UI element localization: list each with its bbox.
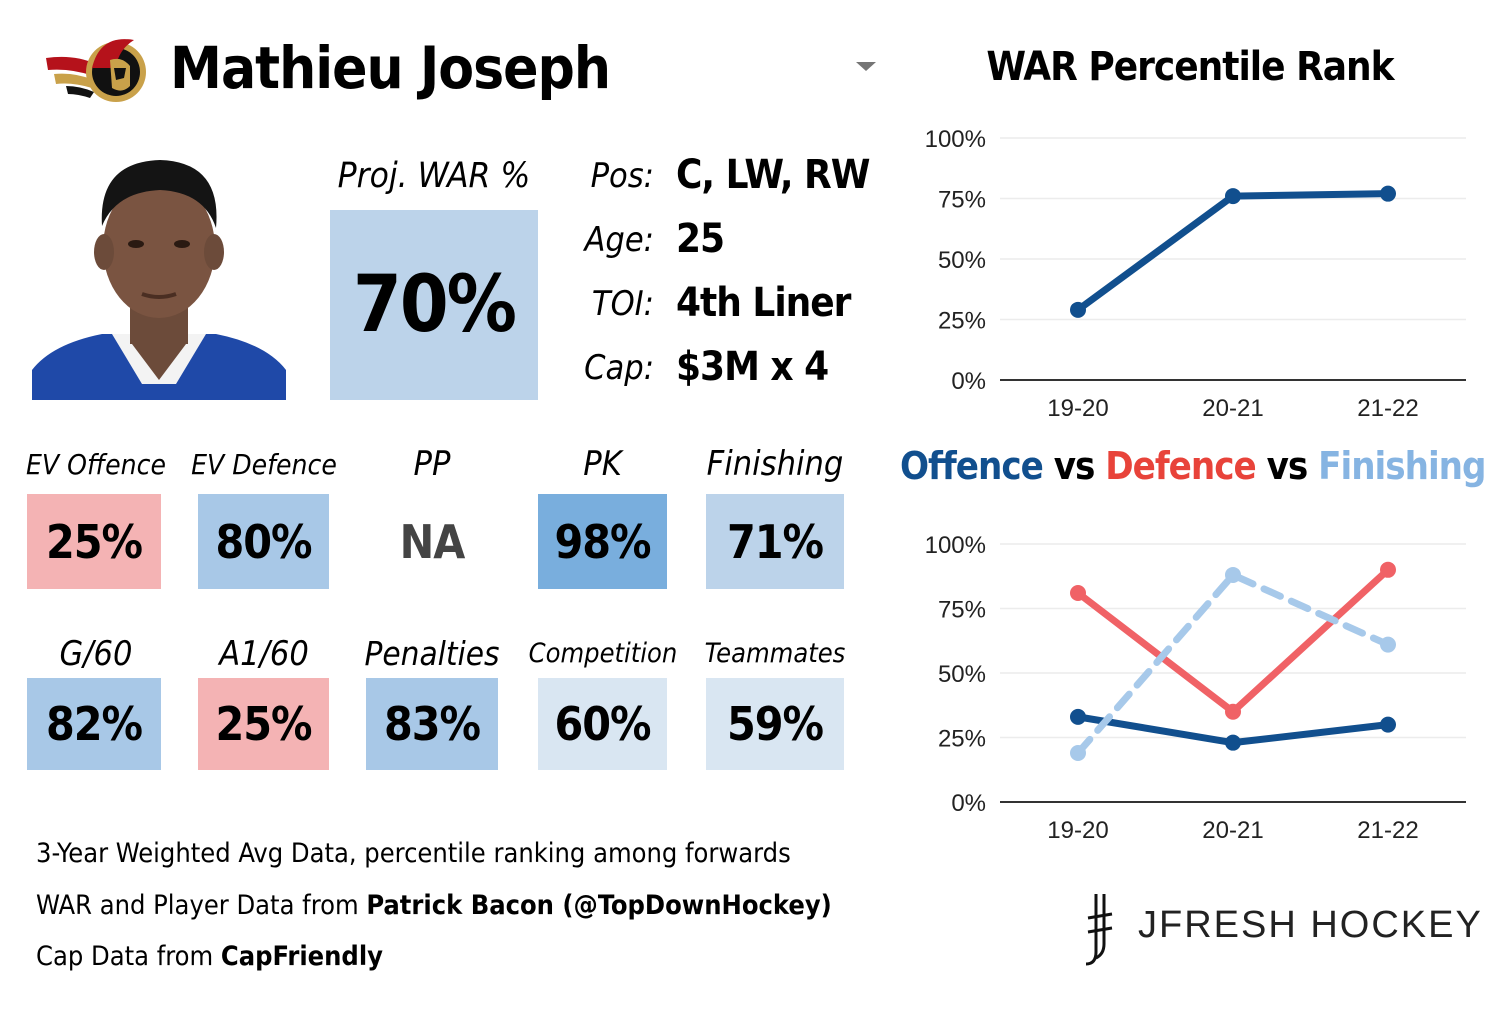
data-point: [1070, 744, 1086, 761]
title-offence: Offence: [900, 444, 1044, 488]
stat-value-a160: 25%: [198, 678, 329, 770]
footer-war-source: WAR and Player Data from Patrick Bacon (…: [36, 890, 832, 921]
player-name: Mathieu Joseph: [170, 34, 611, 102]
title-defence: Defence: [1105, 444, 1256, 488]
cap-value: $3M x 4: [676, 344, 829, 390]
team-logo-icon: [46, 39, 146, 102]
data-point: [1380, 636, 1396, 653]
title-vs-1: vs: [1053, 444, 1096, 488]
y-tick-label: 0%: [951, 368, 986, 395]
data-point: [1380, 561, 1396, 578]
footer-war-prefix: WAR and Player Data from: [36, 890, 367, 921]
stat-label-g60: G/60: [59, 634, 133, 674]
stat-label-penalties: Penalties: [364, 634, 500, 673]
x-tick-label: 21-22: [1357, 395, 1418, 422]
data-point: [1070, 301, 1086, 318]
y-tick-label: 50%: [938, 661, 986, 688]
dropdown-caret-icon[interactable]: [856, 62, 876, 71]
footer-cap-prefix: Cap Data from: [36, 941, 221, 972]
x-tick-label: 20-21: [1202, 817, 1263, 840]
y-tick-label: 25%: [938, 308, 986, 335]
y-tick-label: 25%: [938, 726, 986, 753]
brand-name: JFRESH HOCKEY: [1138, 904, 1483, 946]
age-value: 25: [676, 216, 725, 262]
y-tick-label: 0%: [951, 790, 986, 817]
stat-label-competition: Competition: [528, 638, 678, 669]
stat-label-a160: A1/60: [219, 634, 309, 674]
footer-war-source-name: Patrick Bacon (@TopDownHockey): [366, 890, 832, 921]
stat-value-finishing: 71%: [706, 494, 844, 589]
title-vs-2: vs: [1266, 444, 1309, 488]
y-tick-label: 50%: [938, 247, 986, 274]
player-headshot: [32, 160, 286, 400]
series-line-defence: [1074, 566, 1392, 716]
stat-label-finishing: Finishing: [706, 444, 844, 484]
x-tick-label: 20-21: [1202, 395, 1263, 422]
y-tick-label: 100%: [925, 532, 986, 559]
stat-label-teammates: Teammates: [704, 638, 846, 669]
title-finishing: Finishing: [1318, 444, 1486, 488]
stat-value-ev-offence: 25%: [27, 494, 161, 589]
stat-label-ev-offence: EV Offence: [26, 448, 166, 481]
jfresh-logo-icon: [1085, 894, 1113, 966]
proj-war-value: 70%: [330, 210, 538, 400]
stat-label-pp: PP: [413, 444, 451, 484]
stat-value-penalties: 83%: [366, 678, 498, 770]
stat-value-pp: NA: [366, 494, 498, 589]
proj-war-label: Proj. WAR %: [337, 156, 531, 196]
data-point: [1225, 188, 1241, 205]
y-tick-label: 75%: [938, 597, 986, 624]
stat-label-pk: PK: [583, 444, 622, 484]
series-line-finishing: [1074, 571, 1392, 757]
position-value: C, LW, RW: [676, 152, 870, 198]
offence-defence-finishing-chart: 0% 25% 50% 75% 100% 19-20 20-21 21-22: [925, 532, 1466, 840]
x-tick-label: 19-20: [1047, 817, 1108, 840]
footer-methodology: 3-Year Weighted Avg Data, percentile ran…: [36, 838, 791, 869]
data-point: [1070, 585, 1086, 602]
stat-value-competition: 60%: [538, 678, 667, 770]
x-tick-label: 21-22: [1357, 817, 1418, 840]
stat-value-pk: 98%: [538, 494, 667, 589]
toi-value: 4th Liner: [676, 280, 851, 326]
y-tick-label: 75%: [938, 187, 986, 214]
series-line-0: [1074, 190, 1392, 314]
ovd-chart-title: Offence vs Defence vs Finishing: [900, 444, 1486, 488]
cap-label: Cap:: [584, 348, 654, 388]
toi-label: TOI:: [591, 284, 654, 324]
position-label: Pos:: [590, 156, 654, 196]
y-tick-label: 100%: [925, 126, 986, 153]
data-point: [1380, 185, 1396, 202]
data-point: [1070, 708, 1086, 725]
footer-cap-source-name: CapFriendly: [220, 941, 383, 972]
footer-cap-source: Cap Data from CapFriendly: [36, 941, 383, 972]
age-label: Age:: [584, 220, 654, 260]
stat-value-ev-defence: 80%: [198, 494, 329, 589]
war-chart-title: WAR Percentile Rank: [986, 44, 1394, 90]
data-point: [1380, 716, 1396, 733]
stat-value-teammates: 59%: [706, 678, 844, 770]
data-point: [1225, 703, 1241, 720]
stat-value-g60: 82%: [27, 678, 161, 770]
stat-label-ev-defence: EV Defence: [191, 448, 337, 481]
war-percentile-chart: 0% 25% 50% 75% 100% 19-20 20-21 21-22: [925, 126, 1466, 422]
data-point: [1225, 734, 1241, 751]
x-tick-label: 19-20: [1047, 395, 1108, 422]
data-point: [1225, 566, 1241, 583]
